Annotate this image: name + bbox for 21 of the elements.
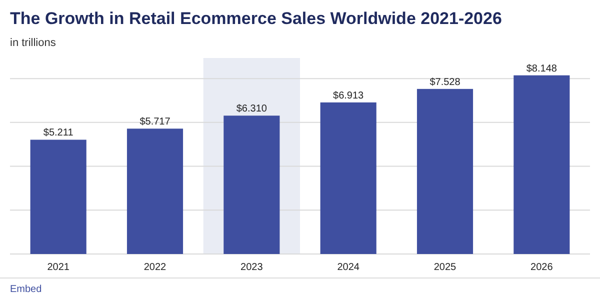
chart-subtitle: in trillions bbox=[10, 37, 56, 49]
chart-title: The Growth in Retail Ecommerce Sales Worldwide 2021-2026 bbox=[10, 9, 502, 28]
data-label: $5.211 bbox=[43, 128, 74, 139]
x-tick-label: 2025 bbox=[434, 262, 457, 273]
bar bbox=[126, 128, 184, 254]
x-tick-label: 2021 bbox=[47, 262, 70, 273]
data-label: $6.913 bbox=[333, 90, 364, 102]
x-tick-label: 2023 bbox=[240, 262, 264, 273]
bar bbox=[416, 88, 474, 254]
x-tick-label: 2022 bbox=[144, 262, 167, 273]
data-label: $6.310 bbox=[236, 104, 268, 115]
bar bbox=[224, 116, 280, 254]
x-tick-label: 2024 bbox=[337, 262, 360, 273]
data-label: $8.148 bbox=[526, 63, 558, 74]
bar bbox=[514, 75, 570, 254]
bar bbox=[320, 102, 376, 254]
x-tick-label: 2026 bbox=[530, 262, 554, 273]
text: Embed bbox=[10, 284, 42, 295]
data-label: $5.717 bbox=[140, 116, 171, 128]
data-label: $7.528 bbox=[430, 76, 461, 88]
bar bbox=[30, 140, 86, 254]
